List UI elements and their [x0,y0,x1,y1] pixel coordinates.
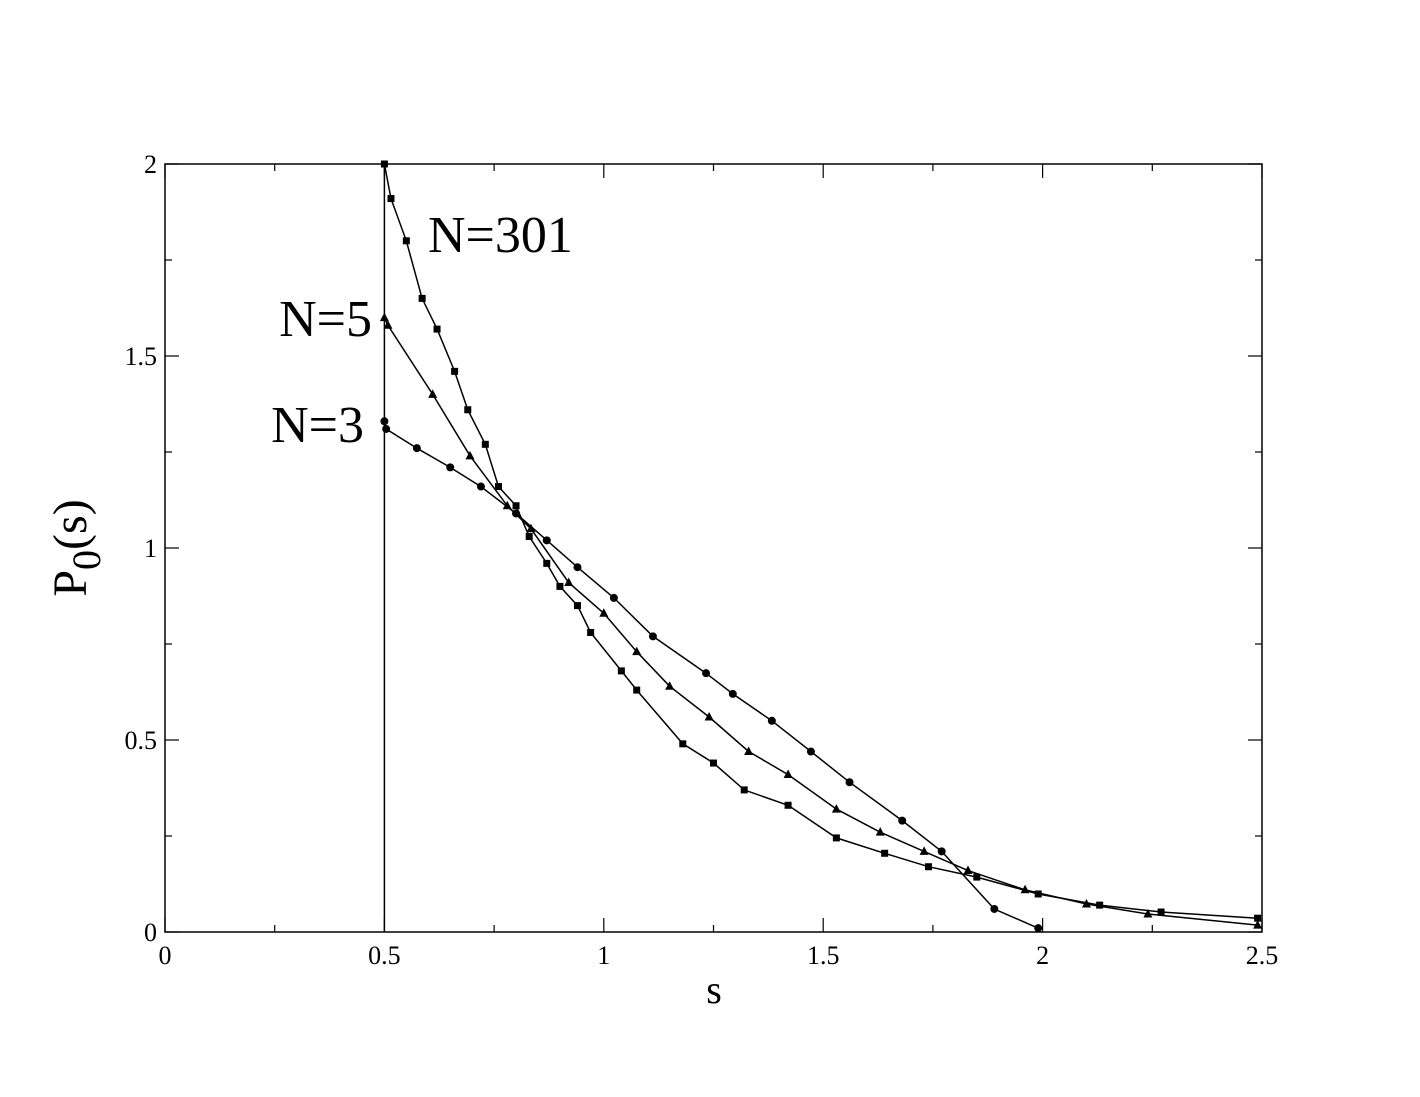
marker [665,681,675,690]
marker [542,536,551,545]
y-tick-label: 1 [144,534,157,563]
x-tick-label: 2.5 [1246,941,1279,970]
marker [1034,924,1043,933]
marker [702,669,711,678]
marker [881,849,889,857]
marker [617,667,625,675]
marker [599,608,609,617]
x-tick-label: 0.5 [368,941,401,970]
marker [402,237,410,245]
series-label: N=3 [271,397,364,454]
marker [494,483,502,491]
y-tick-label: 0.5 [125,726,158,755]
series-line [383,317,1258,926]
y-label-suffix: (s) [44,499,97,550]
marker [898,816,907,825]
marker [728,689,737,698]
series-line [383,163,1258,919]
marker [1081,898,1091,908]
marker [679,740,687,748]
marker [1034,890,1042,898]
marker [526,523,536,533]
marker [451,367,459,375]
marker [925,863,933,871]
x-tick-label: 2 [1036,941,1049,970]
x-tick-label: 0 [159,941,172,970]
marker [767,716,776,725]
marker [1157,908,1165,916]
x-axis-label: s [706,967,722,1012]
marker [963,865,973,875]
x-tick-label: 1.5 [807,941,840,970]
marker [710,759,717,767]
marker [525,532,533,540]
marker [543,559,551,567]
marker [632,646,642,656]
y-axis-label: P0(s) [44,499,109,596]
marker [704,711,714,721]
marker [556,582,564,590]
marker [418,294,426,302]
series-label: N=301 [428,207,573,264]
marker [1254,914,1262,922]
marker [382,424,391,433]
marker [783,769,793,779]
marker [387,195,395,203]
marker [512,509,521,518]
marker [564,577,574,587]
marker [990,904,999,913]
marker [740,786,748,794]
marker [648,632,657,641]
marker [573,602,581,610]
marker [412,444,421,453]
y-tick-label: 2 [144,150,157,179]
marker [744,746,754,756]
y-tick-label: 1.5 [125,342,158,371]
y-label-sub: 0 [64,550,109,570]
marker [831,804,841,813]
marker [428,389,438,398]
marker [609,593,618,602]
marker [784,801,792,809]
marker [919,846,929,855]
marker [573,563,582,572]
marker [464,406,472,414]
marker [379,312,389,322]
y-tick-label: 0 [144,918,157,947]
marker [502,500,512,510]
marker [481,440,489,448]
marker [973,873,981,881]
marker [806,747,815,756]
marker [380,417,389,426]
marker [433,325,441,333]
marker [1096,901,1104,909]
plot-frame [164,163,1263,933]
marker [845,778,854,787]
marker [1253,920,1263,929]
marker [512,502,520,510]
marker [383,320,393,329]
marker [1020,884,1030,894]
marker [587,628,595,636]
x-tick-label: 1 [597,941,610,970]
series-label: N=5 [279,291,372,348]
marker [476,482,485,491]
marker [380,160,388,168]
marker [1143,908,1153,918]
marker [465,450,475,460]
marker [875,827,885,836]
marker [832,834,840,842]
marker [937,847,946,856]
marker [446,463,455,472]
marker [633,686,641,694]
y-label-main: P [44,570,97,597]
